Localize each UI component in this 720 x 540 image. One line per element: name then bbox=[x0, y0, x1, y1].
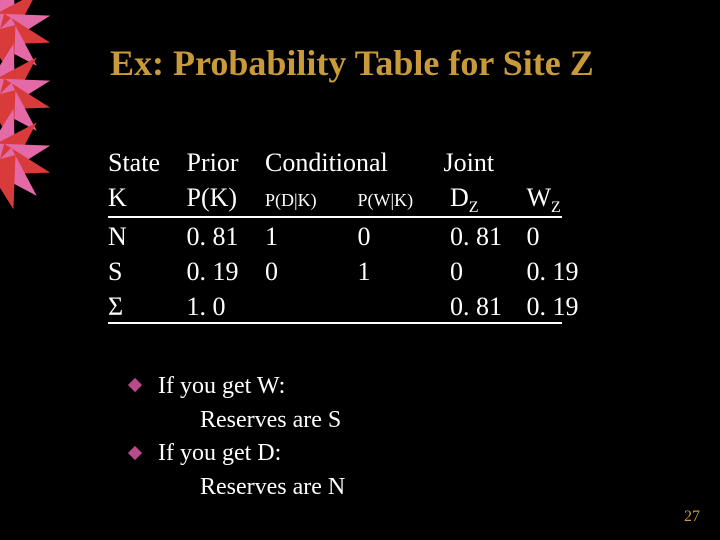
col-joint1-sub: DZ bbox=[450, 180, 520, 219]
col-cond1-sub: P(D|K) bbox=[265, 188, 351, 212]
cell-cond1: 1 bbox=[265, 219, 351, 254]
cell-joint1-sum: 0. 81 bbox=[450, 289, 520, 324]
probability-table: State Prior Conditional Joint K P(K) P(D… bbox=[108, 145, 597, 324]
bullet-icon bbox=[128, 378, 142, 392]
cell-prior: 0. 81 bbox=[187, 219, 259, 254]
bullet-icon bbox=[128, 446, 142, 460]
cell-prior-sum: 1. 0 bbox=[187, 289, 259, 324]
corner-decoration bbox=[0, 0, 90, 170]
table-header-2: K P(K) P(D|K) P(W|K) DZ WZ bbox=[108, 180, 597, 219]
col-joint2-sub: WZ bbox=[527, 180, 597, 219]
cell-cond2: 0 bbox=[358, 219, 444, 254]
col-state-header: State bbox=[108, 145, 180, 180]
cell-state-sum: Σ bbox=[108, 289, 180, 324]
list-item: If you get D: bbox=[130, 437, 345, 471]
col-cond2-sub: P(W|K) bbox=[358, 188, 444, 212]
table-row: S 0. 19 0 1 0 0. 19 bbox=[108, 254, 597, 289]
cell-state: S bbox=[108, 254, 180, 289]
col-conditional-header: Conditional bbox=[265, 145, 437, 180]
list-sub-item: Reserves are S bbox=[130, 404, 345, 438]
cell-joint1: 0 bbox=[450, 254, 520, 289]
table-row: N 0. 81 1 0 0. 81 0 bbox=[108, 219, 597, 254]
cell-joint2: 0 bbox=[527, 219, 597, 254]
table-rule bbox=[108, 216, 562, 218]
bullet-text: If you get W: bbox=[158, 373, 285, 399]
bullet-text: If you get D: bbox=[158, 440, 281, 466]
col-state-sub: K bbox=[108, 180, 180, 215]
list-item: If you get W: bbox=[130, 370, 345, 404]
list-sub-item: Reserves are N bbox=[130, 471, 345, 505]
table-header-1: State Prior Conditional Joint bbox=[108, 145, 597, 180]
col-prior-header: Prior bbox=[187, 145, 259, 180]
cell-joint1: 0. 81 bbox=[450, 219, 520, 254]
cell-joint2-sum: 0. 19 bbox=[527, 289, 597, 324]
cell-cond2: 1 bbox=[358, 254, 444, 289]
cell-cond1: 0 bbox=[265, 254, 351, 289]
page-number: 27 bbox=[684, 508, 700, 526]
slide-title: Ex: Probability Table for Site Z bbox=[110, 42, 594, 84]
cell-joint2: 0. 19 bbox=[527, 254, 597, 289]
table-rule bbox=[108, 322, 562, 324]
cell-state: N bbox=[108, 219, 180, 254]
table-footer: Σ 1. 0 0. 81 0. 19 bbox=[108, 289, 597, 324]
cell-prior: 0. 19 bbox=[187, 254, 259, 289]
col-prior-sub: P(K) bbox=[187, 180, 259, 215]
col-joint-header: Joint bbox=[444, 145, 584, 180]
bullet-list: If you get W: Reserves are S If you get … bbox=[130, 370, 345, 504]
